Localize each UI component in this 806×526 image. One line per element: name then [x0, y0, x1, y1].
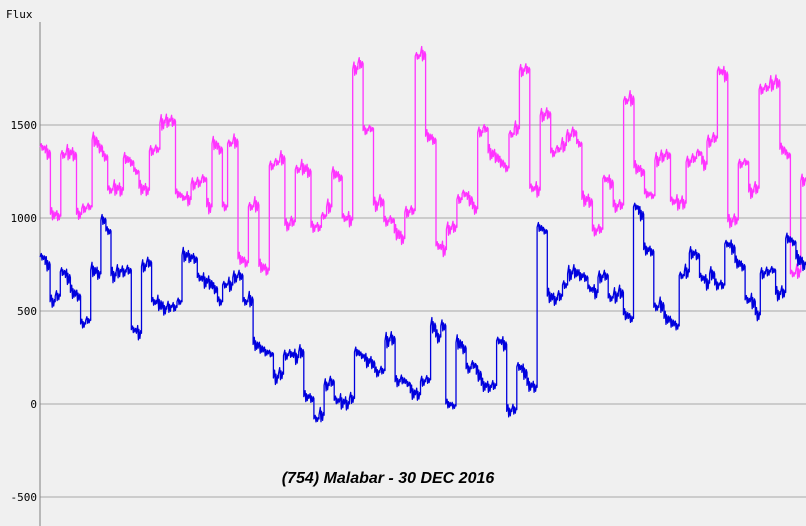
series-line-2: [39, 202, 806, 423]
y-tick-label: 0: [30, 398, 37, 411]
y-tick-label: 500: [17, 305, 37, 318]
y-axis-label: Flux: [6, 8, 33, 21]
y-tick-label: -500: [11, 491, 38, 504]
y-tick-label: 1500: [11, 119, 38, 132]
series-line-1: [39, 45, 806, 280]
series-group: [39, 45, 806, 423]
y-tick-labels: 1500 1000 500 0 -500: [11, 119, 38, 504]
gridlines: [40, 124, 806, 498]
chart-title: (754) Malabar - 30 DEC 2016: [282, 470, 495, 487]
y-tick-label: 1000: [11, 212, 38, 225]
